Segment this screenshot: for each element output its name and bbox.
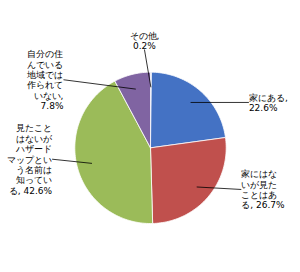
svg-text:見たことはないがハザードマップという名前は知っている, 42: 見たことはないがハザードマップという名前は知っている, 42.6% [7, 123, 53, 195]
svg-text:自分の住んでいる地域では作られていない,7.8%: 自分の住んでいる地域では作られていない,7.8% [26, 49, 63, 111]
svg-text:その他,0.2%: その他,0.2% [130, 31, 160, 51]
svg-text:家にはないが見たことはある, 26.7%: 家にはないが見たことはある, 26.7% [241, 169, 285, 210]
svg-text:家にある,22.6%: 家にある,22.6% [249, 93, 288, 113]
